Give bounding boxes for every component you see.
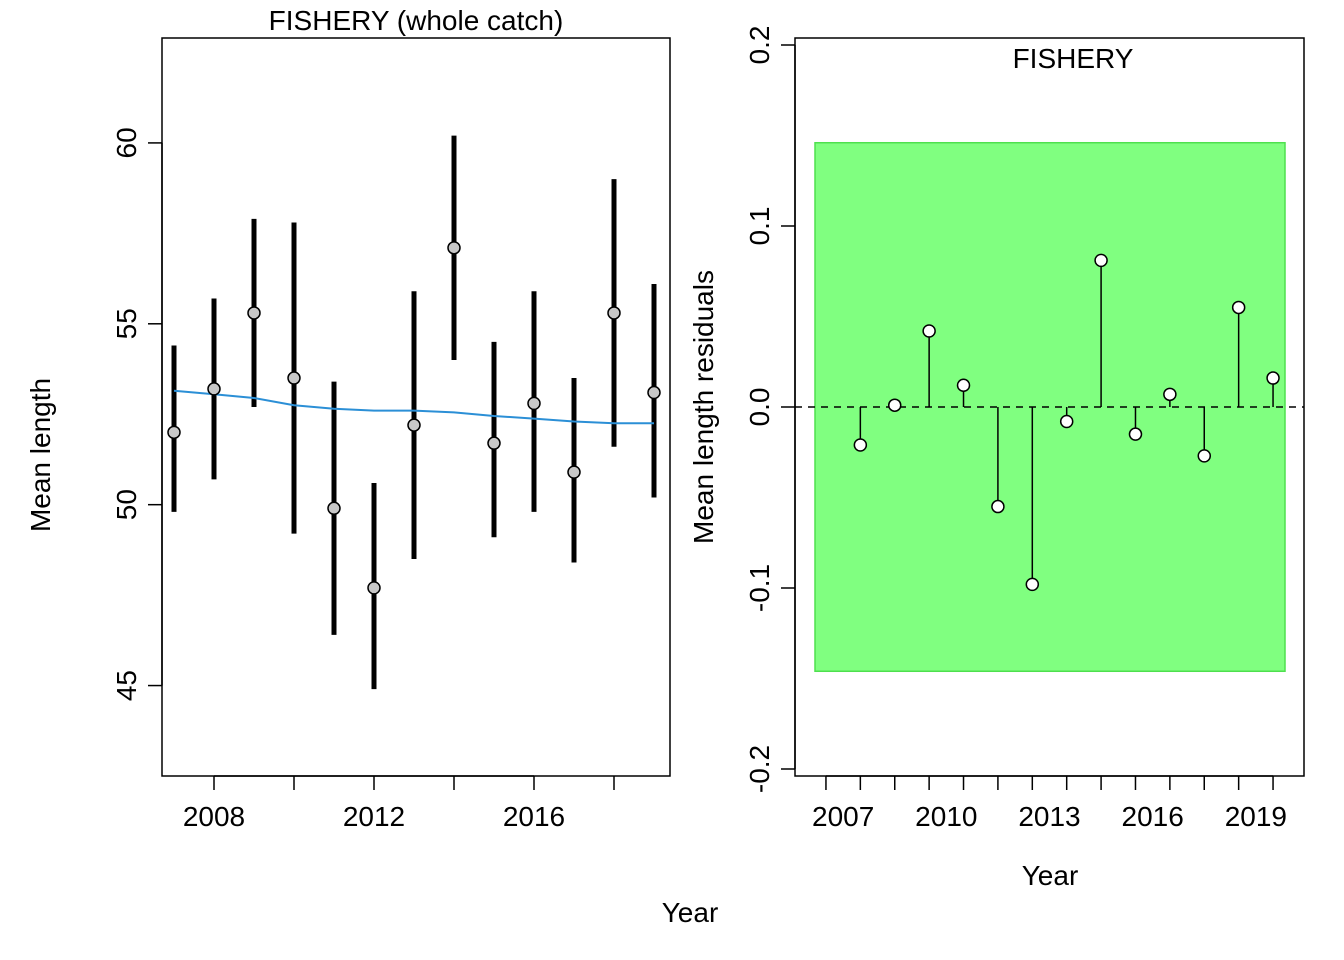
data-point [527,396,541,411]
left-x-axis: 2008 2012 2016 [183,775,615,832]
x-tick-label: 2008 [183,801,245,832]
left-series-group [167,135,661,690]
left-y-axis-label: Mean length [25,378,56,532]
data-point [607,306,621,320]
right-x-axis: 2007 2010 2013 2016 2019 [812,775,1287,832]
data-point [647,385,661,400]
data-point [327,501,341,516]
shared-x-axis-label: Year [662,897,719,928]
data-point [367,581,381,595]
fitted-line [173,389,654,425]
x-tick-label: 2007 [812,801,874,832]
y-tick-label: 55 [111,308,142,339]
data-point [207,382,221,396]
y-tick-label: 60 [111,127,142,158]
residual-point [853,438,868,452]
data-point [287,371,301,385]
residual-point [922,324,936,338]
right-y-axis-label: Mean length residuals [688,270,719,544]
residual-point [1025,577,1040,592]
residual-point [991,499,1005,514]
y-tick-label: 45 [111,670,142,701]
x-tick-label: 2010 [915,801,977,832]
residual-point [1197,449,1212,463]
right-series-group [795,253,1304,592]
data-point [407,418,421,432]
data-point [167,425,181,440]
residual-point [887,398,902,412]
x-tick-label: 2016 [503,801,565,832]
residual-point [956,378,971,393]
data-point [447,241,461,255]
y-tick-label: 0.2 [744,26,775,65]
left-y-axis: 45 50 55 60 [111,127,163,701]
residual-point [1231,300,1246,315]
data-point [487,436,501,450]
x-tick-label: 2019 [1225,801,1287,832]
y-tick-label: -0.1 [744,564,775,612]
right-panel-title: FISHERY [1013,43,1134,74]
x-tick-label: 2013 [1018,801,1080,832]
right-y-axis: -0.2 -0.1 0.0 0.1 0.2 [744,26,796,793]
right-panel-residuals: FISHERY Mean length residuals Year 2007 2… [688,26,1305,891]
data-point [567,465,581,479]
x-tick-label: 2016 [1122,801,1184,832]
left-panel-mean-length: FISHERY (whole catch) Mean length 2008 20… [25,5,671,832]
right-x-axis-label: Year [1022,860,1079,891]
left-panel-title: FISHERY (whole catch) [269,5,564,36]
y-tick-label: -0.2 [744,745,775,793]
residual-point [1266,371,1280,385]
y-tick-label: 50 [111,489,142,520]
x-tick-label: 2012 [343,801,405,832]
y-tick-label: 0.0 [744,388,775,427]
residual-point [1094,253,1108,268]
residual-point [1059,414,1074,429]
data-point [247,306,261,320]
residual-point [1128,427,1143,441]
residual-point [1163,387,1177,402]
y-tick-label: 0.1 [744,207,775,246]
